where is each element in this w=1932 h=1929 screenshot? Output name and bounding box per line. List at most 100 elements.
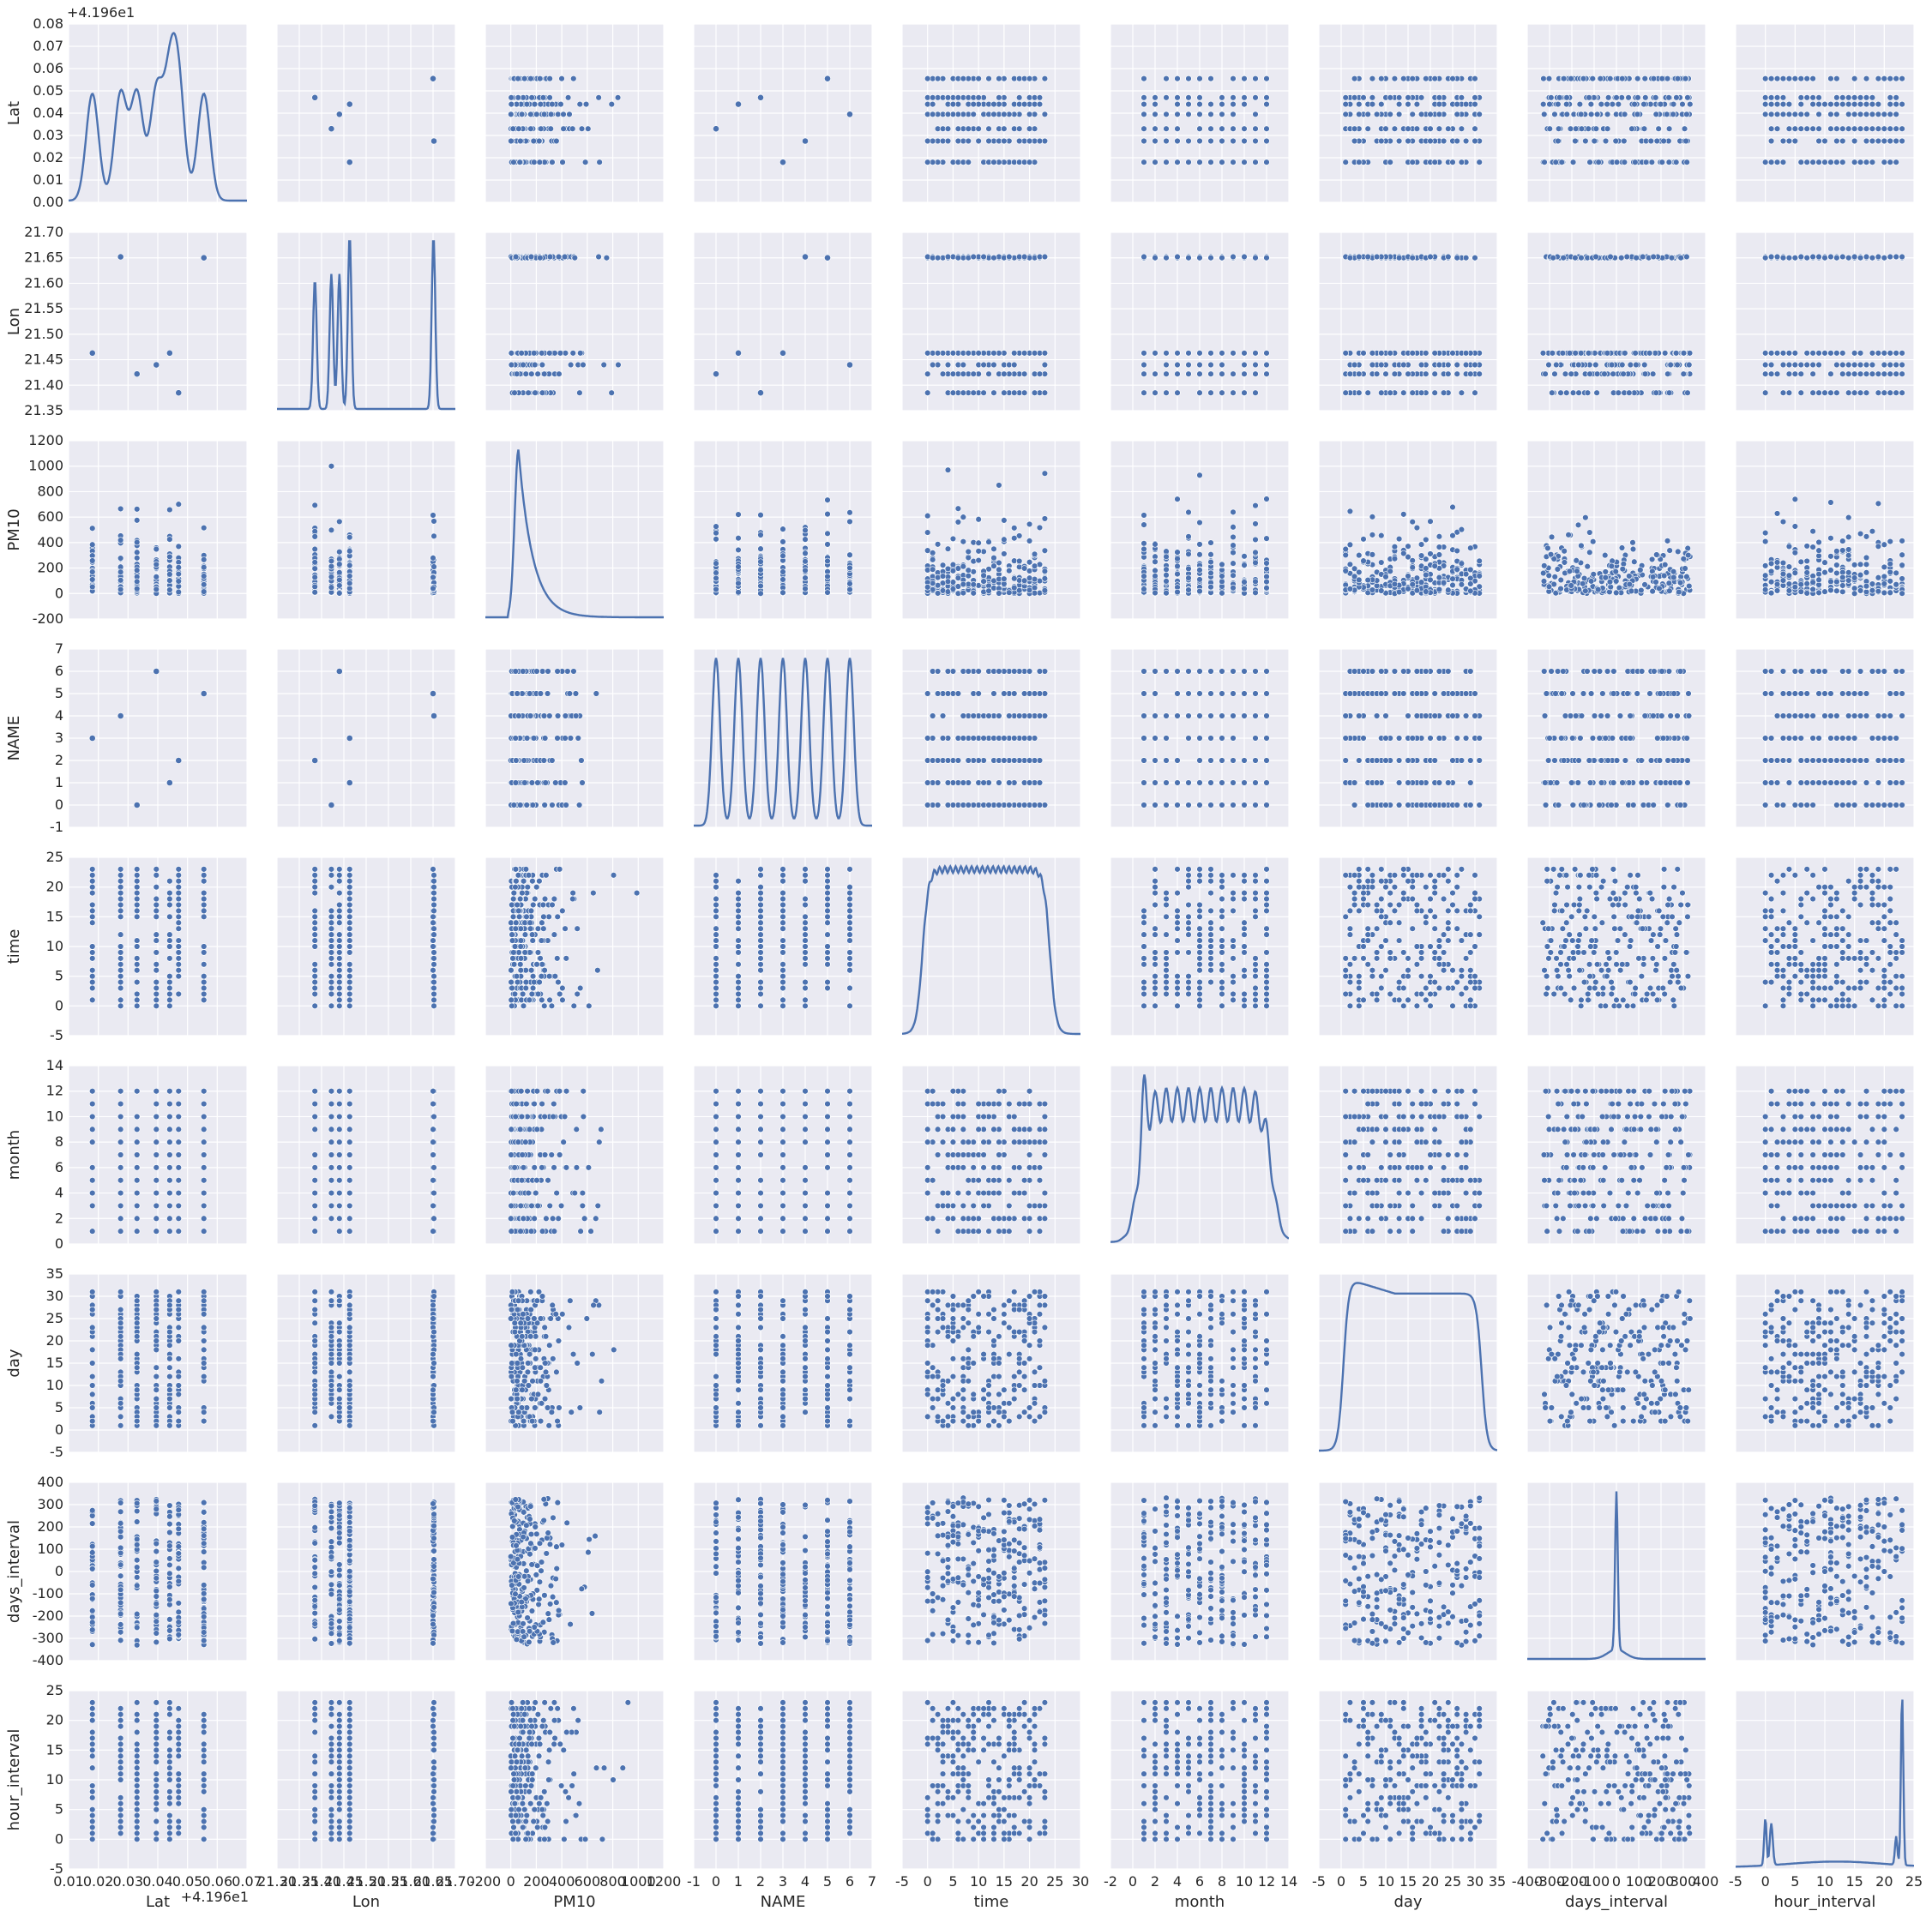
- scatter-point: [328, 562, 335, 570]
- scatter-point: [430, 585, 436, 592]
- scatter-point: [528, 94, 535, 101]
- scatter-point: [556, 370, 563, 377]
- scatter-point: [1773, 159, 1781, 165]
- scatter-point: [1152, 573, 1159, 580]
- scatter-point: [1767, 350, 1775, 357]
- scatter-point: [1373, 111, 1381, 118]
- scatter-point: [1586, 94, 1592, 101]
- scatter-point: [1767, 111, 1775, 118]
- scatter-point: [757, 93, 764, 101]
- scatter-point: [134, 585, 141, 592]
- scatter-point: [1899, 75, 1905, 82]
- scatter-point: [1592, 125, 1600, 132]
- scatter-point: [430, 518, 437, 525]
- scatter-point: [1593, 389, 1600, 396]
- panel-Lat-vs-day: [1318, 23, 1498, 203]
- scatter-point: [1342, 111, 1349, 118]
- scatter-point: [1015, 125, 1023, 132]
- scatter-point: [1619, 75, 1626, 82]
- scatter-point: [346, 548, 353, 555]
- scatter-point: [1395, 94, 1403, 101]
- scatter-point: [553, 137, 560, 145]
- scatter-point: [1041, 587, 1049, 594]
- scatter-point: [1558, 159, 1566, 165]
- panel-marks: [1761, 75, 1905, 165]
- y-tick-label: 21.70: [24, 224, 63, 240]
- scatter-point: [430, 137, 437, 145]
- scatter-point: [508, 100, 515, 108]
- scatter-point: [1241, 585, 1248, 592]
- scatter-point: [1672, 159, 1680, 165]
- scatter-point: [1767, 253, 1775, 261]
- scatter-point: [201, 556, 208, 563]
- scatter-point: [1241, 361, 1248, 369]
- scatter-point: [1263, 137, 1270, 145]
- scatter-point: [1653, 137, 1661, 145]
- panel-marks: [277, 240, 455, 411]
- scatter-point: [1364, 111, 1371, 118]
- scatter-point: [1427, 253, 1434, 261]
- y-tick-label: 21.60: [24, 274, 63, 291]
- scatter-point: [1815, 125, 1822, 132]
- scatter-point: [1174, 556, 1181, 562]
- scatter-point: [430, 574, 436, 581]
- panel-marks: [1342, 75, 1483, 165]
- scatter-point: [1185, 574, 1192, 581]
- scatter-point: [1219, 573, 1225, 580]
- scatter-point: [949, 535, 957, 543]
- scatter-point: [960, 538, 967, 545]
- scatter-point: [1351, 94, 1358, 101]
- scatter-point: [1686, 350, 1694, 357]
- scatter-point: [1219, 111, 1225, 118]
- scatter-point: [944, 545, 952, 552]
- scatter-point: [980, 572, 987, 579]
- scatter-point: [1241, 125, 1248, 132]
- scatter-point: [1163, 370, 1170, 377]
- scatter-point: [1196, 551, 1203, 558]
- scatter-point: [1219, 350, 1225, 357]
- scatter-point: [1640, 125, 1648, 132]
- scatter-point: [1767, 94, 1775, 101]
- scatter-point: [1011, 575, 1018, 582]
- scatter-point: [1141, 545, 1147, 553]
- scatter-point: [200, 254, 208, 261]
- scatter-point: [924, 584, 931, 591]
- scatter-point: [1815, 253, 1822, 261]
- scatter-point: [1026, 520, 1033, 528]
- scatter-point: [1601, 370, 1608, 377]
- scatter-point: [1373, 370, 1381, 377]
- scatter-point: [1207, 159, 1214, 165]
- scatter-point: [980, 361, 987, 369]
- scatter-point: [1263, 255, 1270, 261]
- scatter-point: [1593, 370, 1601, 377]
- scatter-point: [1660, 137, 1667, 145]
- scatter-point: [1604, 350, 1611, 357]
- scatter-point: [1585, 125, 1592, 132]
- scatter-point: [1252, 255, 1259, 261]
- scatter-point: [1036, 524, 1044, 532]
- scatter-point: [1785, 75, 1793, 82]
- scatter-point: [1449, 159, 1456, 165]
- scatter-point: [1560, 75, 1568, 82]
- scatter-point: [536, 137, 543, 145]
- scatter-point: [311, 574, 318, 580]
- scatter-point: [1185, 137, 1192, 145]
- scatter-point: [1773, 370, 1781, 377]
- scatter-point: [1435, 361, 1443, 369]
- scatter-point: [1609, 100, 1616, 108]
- scatter-point: [1681, 125, 1688, 132]
- scatter-point: [1576, 100, 1584, 108]
- scatter-point: [534, 370, 541, 377]
- scatter-point: [336, 561, 343, 568]
- scatter-point: [1575, 389, 1582, 396]
- scatter-point: [779, 589, 786, 596]
- scatter-point: [346, 573, 353, 580]
- scatter-point: [1869, 94, 1876, 101]
- scatter-point: [735, 100, 742, 108]
- scatter-point: [970, 581, 977, 588]
- scatter-point: [1893, 389, 1899, 396]
- scatter-point: [779, 538, 786, 545]
- scatter-point: [1582, 137, 1589, 145]
- scatter-point: [1360, 350, 1367, 357]
